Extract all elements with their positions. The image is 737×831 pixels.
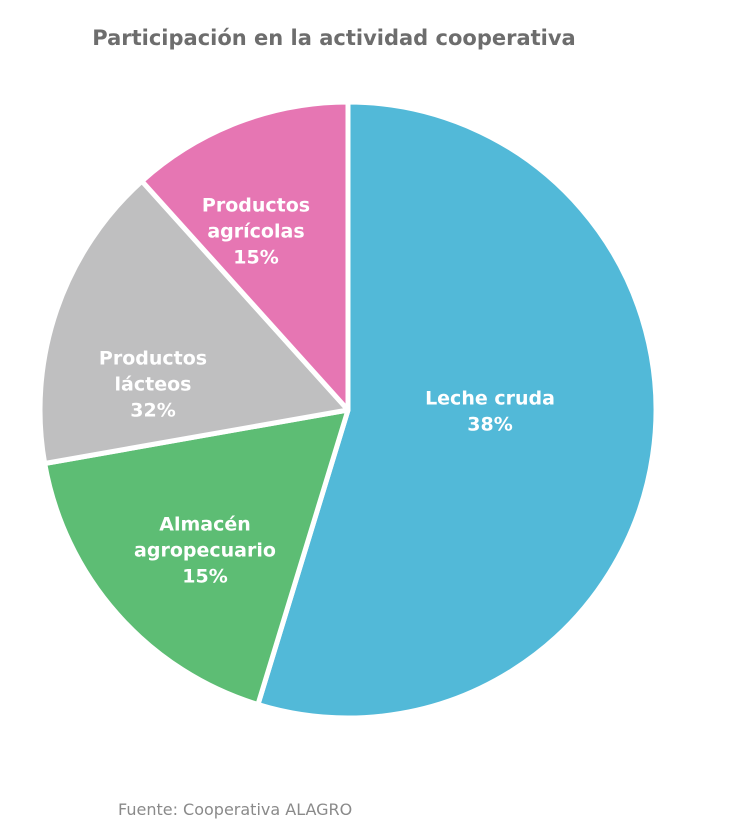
slice-name-label: agropecuario bbox=[134, 540, 276, 562]
slice-value-label: 32% bbox=[130, 400, 175, 422]
chart-title: Participación en la actividad cooperativ… bbox=[92, 26, 576, 50]
slice-value-label: 38% bbox=[467, 414, 512, 436]
slice-name-label: agrícolas bbox=[207, 221, 304, 243]
slice-name-label: Productos bbox=[202, 195, 310, 217]
slice-name-label: Leche cruda bbox=[425, 388, 555, 410]
slice-name-label: lácteos bbox=[115, 374, 192, 396]
pie-slice bbox=[42, 407, 351, 708]
source-note: Fuente: Cooperativa ALAGRO bbox=[118, 800, 353, 819]
pie-slice bbox=[139, 99, 351, 413]
pie-slice bbox=[37, 178, 351, 466]
pie-slice bbox=[255, 99, 659, 721]
slice-value-label: 15% bbox=[233, 247, 278, 269]
slice-name-label: Productos bbox=[99, 348, 207, 370]
slice-value-label: 15% bbox=[182, 566, 227, 588]
slice-name-label: Almacén bbox=[159, 514, 251, 536]
pie-chart: Leche cruda 38% Almacén agropecuario 15% Prod… bbox=[37, 99, 659, 721]
